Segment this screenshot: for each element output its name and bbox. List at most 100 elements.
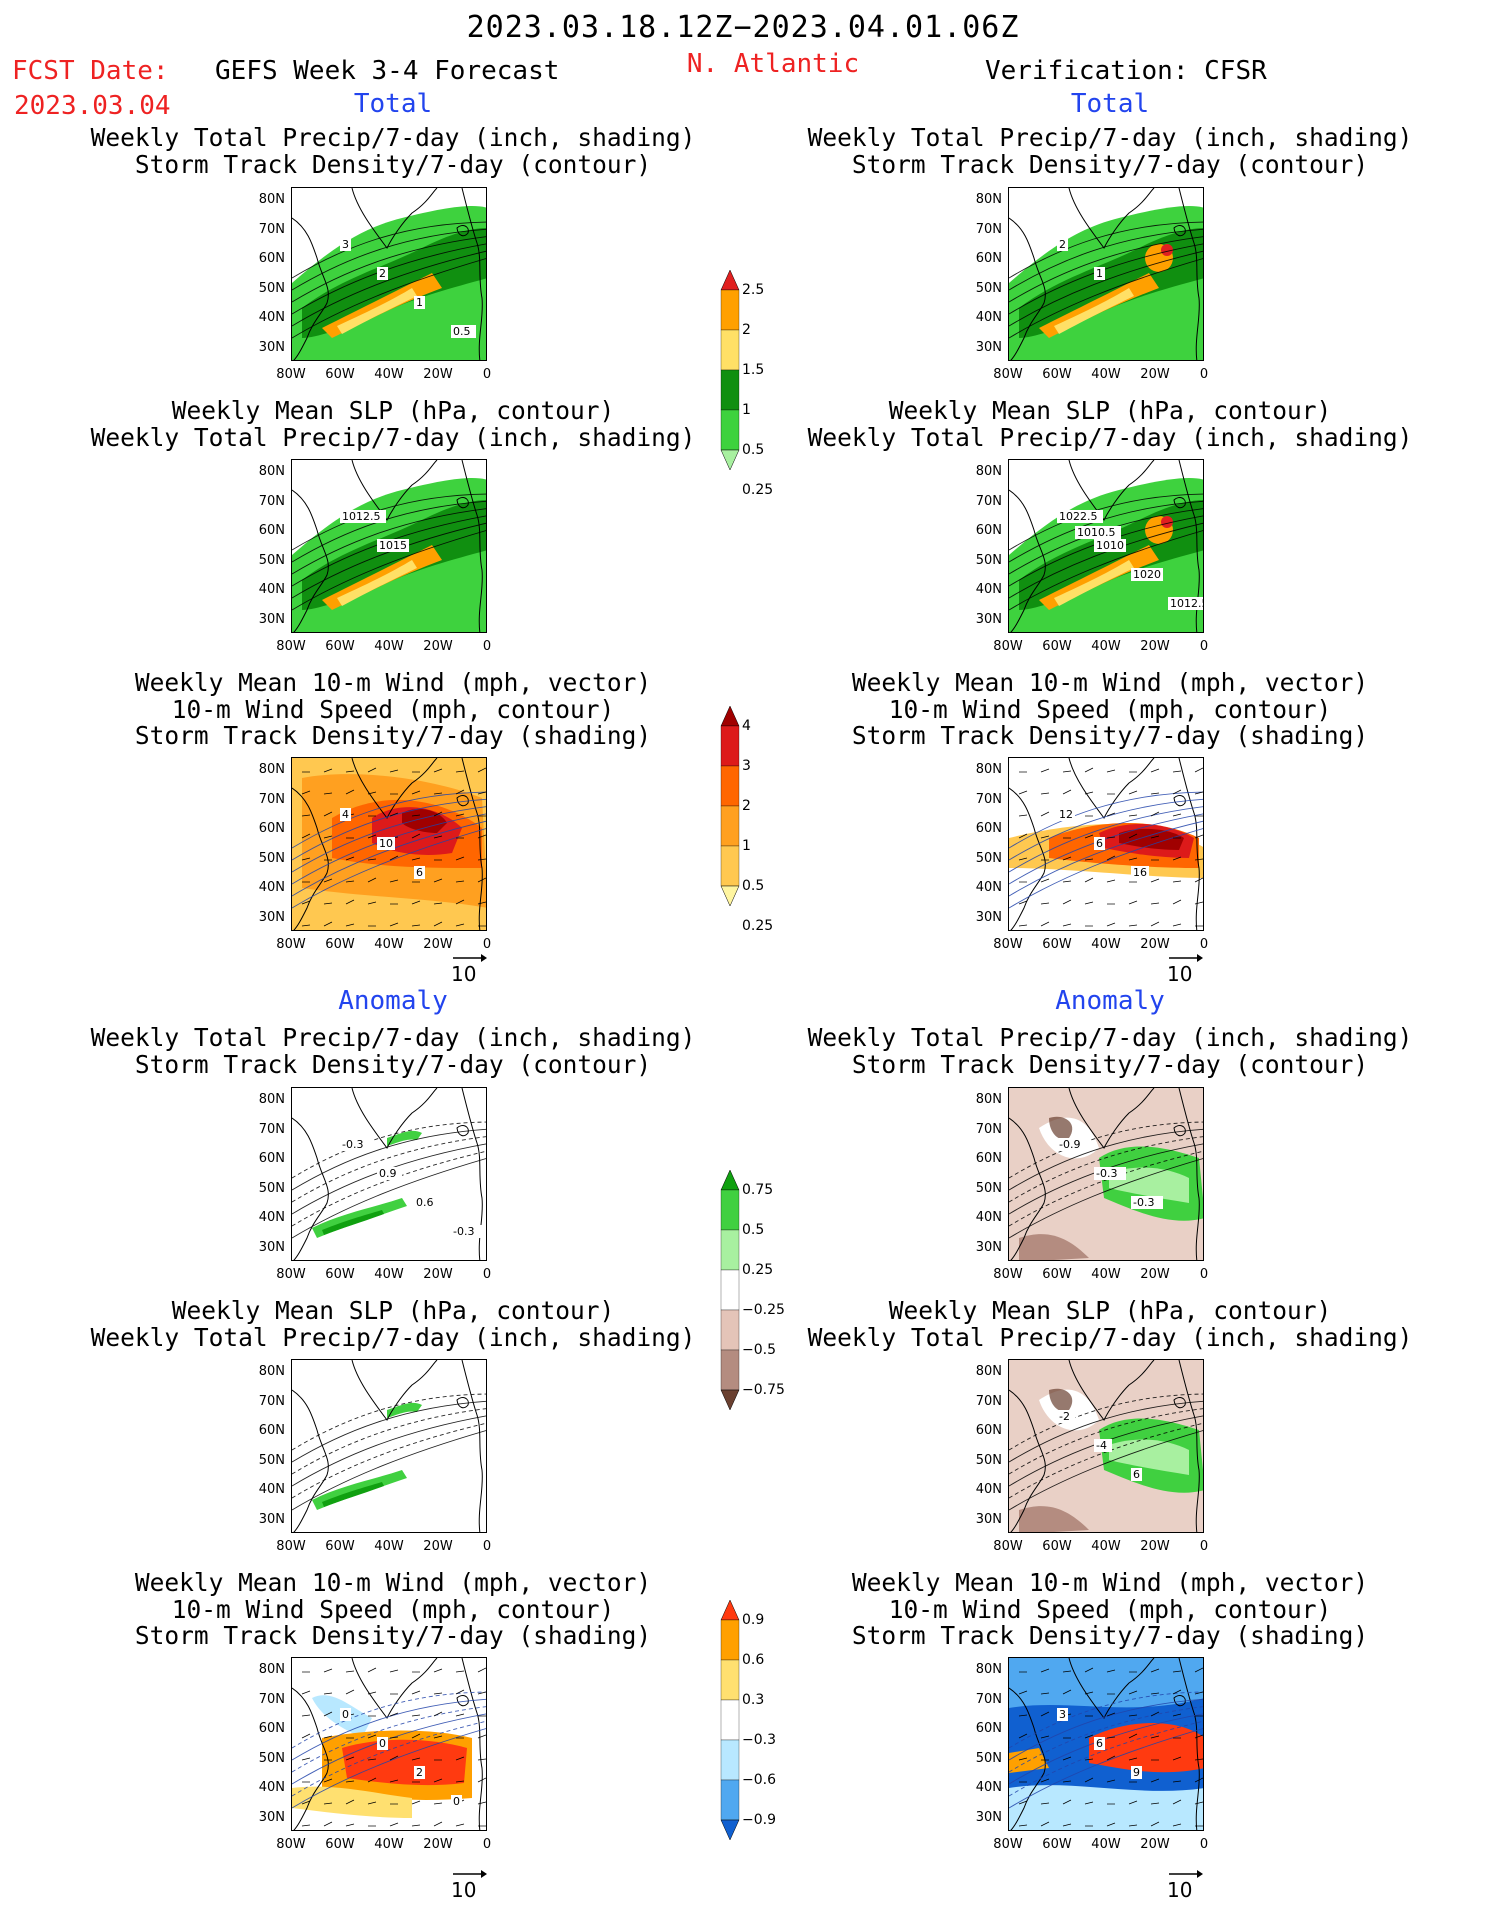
lon-tick-label: 60W [325,1267,355,1282]
colorbar-storm-total [720,705,740,990]
contour-label: 0.5 [453,325,471,338]
lon-tick-label: 60W [325,937,355,952]
panel-title-line: Storm Track Density/7-day (contour) [134,149,652,179]
lon-tick-label: 60W [1042,937,1072,952]
lat-tick-label: 30N [975,909,1002,925]
lat-tick-label: 40N [258,310,285,325]
lat-tick-label: 70N [258,493,285,509]
lon-tick-label: 40W [374,367,404,382]
panel-title-ra-slp-precip: Weekly Mean SLP (hPa, contour) Weekly Tot… [808,1296,1413,1351]
colorbar-storm-anom [720,1599,740,1924]
map-l-precip-storm: 3 2 1 0.5 [291,187,487,361]
panel-title-ra-precip-storm: Weekly Total Precip/7-day (inch, shading… [807,1023,1413,1078]
lon-tick-label: 40W [1091,937,1121,952]
lon-tick-label: 60W [1042,1267,1072,1282]
lat-tick-label: 30N [975,1809,1002,1825]
colorbar-label: 1 [742,402,751,418]
lon-tick-label: 0 [1199,1837,1209,1852]
panel-title-line: Weekly Mean SLP (hPa, contour) [888,1296,1332,1325]
contour-label: 3 [1059,1708,1066,1721]
lon-tick-label: 20W [1140,1837,1170,1852]
contour-label: 10 [379,837,393,850]
lat-tick-label: 80N [258,1364,285,1379]
vector-ref-left-anom: 10 [451,1870,487,1902]
colorbar-label: 3 [742,758,751,774]
lat-tick-label: 50N [258,850,285,866]
lat-tick-label: 60N [258,821,285,836]
lon-tick-label: 80W [276,1267,306,1282]
panel-title-line: Weekly Total Precip/7-day (inch, shading… [807,1023,1413,1052]
lat-tick-label: 50N [975,850,1002,866]
lat-tick-label: 30N [975,339,1002,355]
lat-tick-label: 60N [258,1721,285,1736]
verification-label: Verification: CFSR [985,56,1267,86]
lat-tick-label: 80N [258,1662,285,1677]
lat-tick-label: 60N [258,523,285,538]
panel-title-l-precip-storm: Weekly Total Precip/7-day (inch, shading… [91,124,696,179]
lat-tick-label: 60N [975,1423,1002,1438]
lat-tick-label: 40N [975,1210,1002,1225]
lon-tick-label: 40W [374,1837,404,1852]
lon-tick-label: 80W [993,639,1023,654]
lon-tick-label: 0 [1199,639,1209,654]
panel-title-line: 10-m Wind Speed (mph, contour) [888,694,1332,724]
colorbar-label: −0.9 [742,1812,776,1828]
lon-tick-label: 80W [993,367,1023,382]
map-r-wind-storm: 12 6 16 [1008,757,1204,931]
contour-label: 6 [1096,837,1103,850]
lon-tick-label: 0 [482,1539,492,1554]
lat-tick-label: 80N [258,464,285,479]
panel-title-line: Weekly Mean SLP (hPa, contour) [888,396,1332,425]
panel-title-line: Storm Track Density/7-day (contour) [851,149,1369,179]
map-la-slp-precip [291,1359,487,1533]
lon-tick-label: 60W [1042,367,1072,382]
vector-ref-right-anom: 10 [1167,1870,1203,1902]
vector-ref-left-total: 10 [451,954,487,986]
panel-title-r-precip-storm: Weekly Total Precip/7-day (inch, shading… [808,124,1413,179]
map-l-wind-storm: 4 10 6 [291,757,487,931]
lon-tick-label: 40W [1091,367,1121,382]
colorbar-label: 0.5 [742,442,765,458]
panel-title-line: 10-m Wind Speed (mph, contour) [171,694,615,724]
lat-tick-label: 70N [258,791,285,807]
lat-tick-label: 40N [975,1482,1002,1497]
lon-tick-label: 20W [1140,639,1170,654]
panel-title-la-slp-precip: Weekly Mean SLP (hPa, contour) Weekly Tot… [91,1297,696,1351]
lon-tick-label: 60W [1042,1837,1072,1852]
colorbar-label: 0.5 [742,1222,765,1238]
lat-tick-label: 30N [258,1809,285,1825]
panel-title-line: 10-m Wind Speed (mph, contour) [888,1594,1332,1624]
contour-label: 9 [1133,1766,1140,1779]
contour-label: 6 [416,866,423,879]
lat-tick-label: 40N [975,1780,1002,1795]
lon-tick-label: 40W [1091,1267,1121,1282]
lon-tick-label: 40W [1091,1539,1121,1554]
lat-tick-label: 30N [258,1511,285,1527]
contour-label: 12 [1059,808,1073,821]
lon-tick-label: 80W [993,1267,1023,1282]
contour-label: 0 [342,1708,349,1721]
contour-label: 1012.5 [342,510,381,523]
lat-tick-label: 60N [975,1151,1002,1166]
map-la-precip-storm: -0.3 0.9 0.6 -0.3 [291,1087,487,1261]
lat-tick-label: 80N [258,1092,285,1107]
contour-label: 0.6 [416,1196,434,1209]
contour-label: 1010 [1096,539,1124,552]
lat-tick-label: 70N [975,1393,1002,1409]
colorbar-label: 0.25 [742,1262,774,1278]
lat-tick-label: 70N [258,1691,285,1707]
lat-tick-label: 60N [975,821,1002,836]
contour-label: 2 [416,1766,423,1779]
lon-tick-label: 0 [482,1267,492,1282]
lat-tick-label: 30N [975,1239,1002,1255]
contour-label: 4 [342,808,349,821]
panel-title-line: 10-m Wind Speed (mph, contour) [171,1594,615,1624]
colorbar-label: −0.5 [742,1342,776,1358]
colorbar-label: 0.9 [742,1612,765,1628]
period-title: 2023.03.18.12Z−2023.04.01.06Z [466,10,1020,45]
lon-tick-label: 0 [482,639,492,654]
contour-label: 1 [416,296,423,309]
contour-label: 1 [1096,267,1103,280]
panel-title-la-precip-storm: Weekly Total Precip/7-day (inch, shading… [91,1024,696,1078]
